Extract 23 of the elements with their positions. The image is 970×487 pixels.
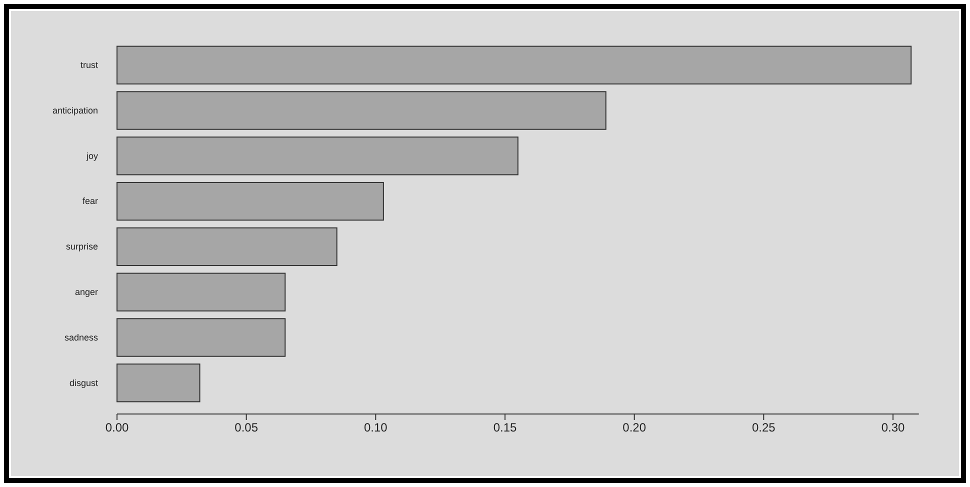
y-tick-label: fear [82,196,98,206]
x-tick-label: 0.05 [234,420,258,435]
y-tick-label: anticipation [52,105,98,116]
y-tick-label: trust [80,60,98,70]
bar [116,136,518,176]
x-tick-label: 0.15 [493,420,517,435]
y-tick-label: disgust [69,378,98,388]
bar [116,227,338,266]
bar [116,318,286,357]
bar [116,272,286,312]
bar [116,46,912,84]
x-tick-label: 0.30 [881,420,905,435]
y-tick-label: surprise [66,242,98,252]
bar [116,182,384,221]
y-tick-label: joy [85,150,98,161]
bar [116,364,200,402]
x-tick-label: 0.25 [752,420,776,435]
y-tick-label: sadness [64,332,98,342]
x-tick-label: 0.00 [105,420,129,435]
y-tick-label: anger [74,286,98,297]
x-tick-label: 0.20 [622,420,646,435]
bar [116,91,606,130]
x-tick-label: 0.10 [364,420,388,435]
